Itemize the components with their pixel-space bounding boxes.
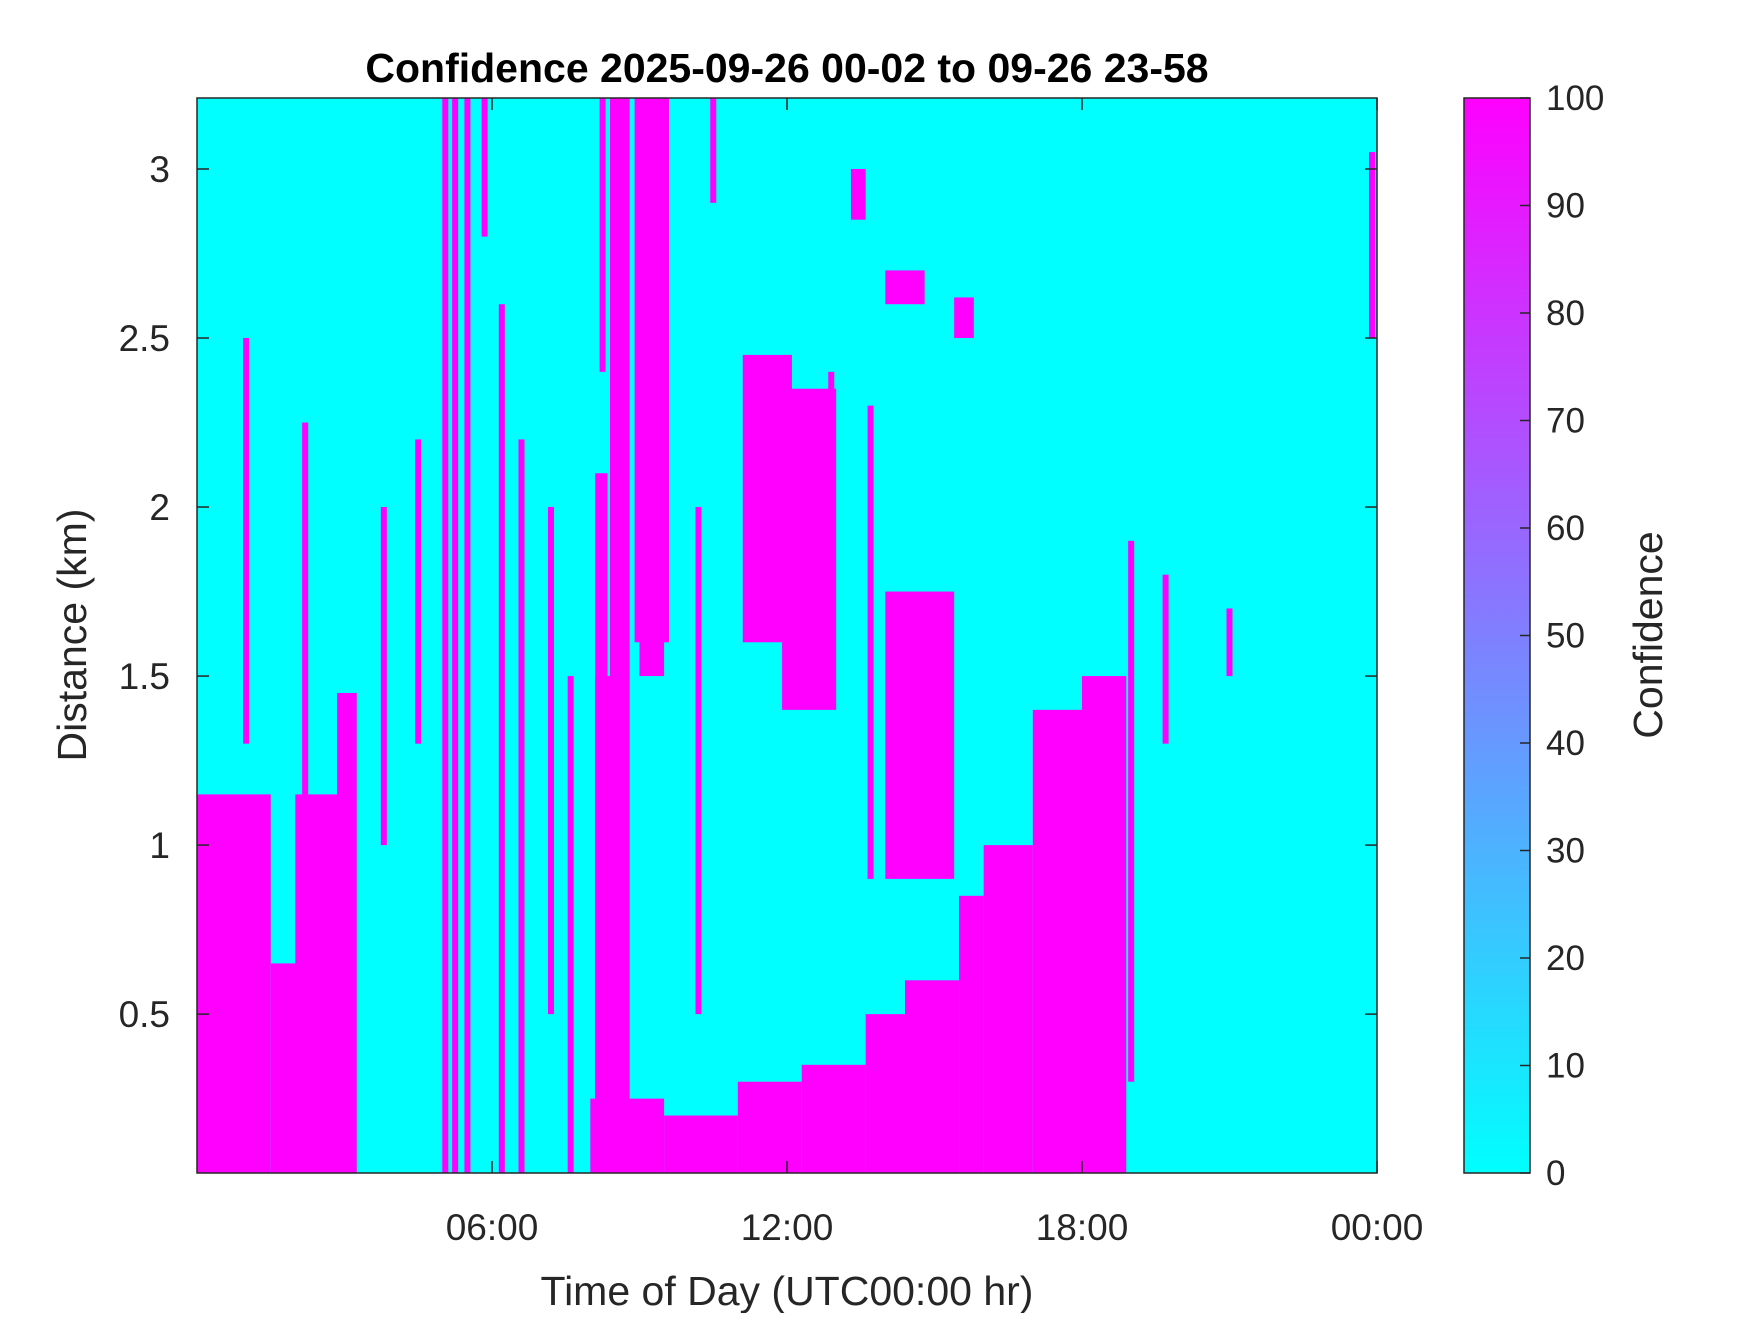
- colorbar-tick-label: 80: [1546, 294, 1585, 333]
- y-tick-label: 1: [149, 825, 170, 866]
- colorbar-tick-label: 30: [1546, 832, 1585, 871]
- colorbar: 0 10 20 30 40 50 60 70 80 90 100 Confidence: [1463, 79, 1671, 1193]
- plot-area: [196, 97, 1378, 1174]
- y-axis-label: Distance (km): [49, 509, 95, 762]
- heatmap-streak: [415, 439, 422, 744]
- heatmap-streak: [599, 98, 606, 372]
- heatmap-streak: [695, 507, 702, 1015]
- colorbar-tick-label: 10: [1546, 1047, 1585, 1086]
- y-tick-label: 1.5: [119, 656, 170, 697]
- heatmap-region: [885, 591, 955, 879]
- x-tick-label: 12:00: [741, 1207, 834, 1248]
- heatmap-streak: [567, 676, 574, 1173]
- heatmap-region: [639, 507, 665, 677]
- heatmap-streak: [302, 422, 309, 879]
- colorbar-tick-label: 50: [1546, 617, 1585, 656]
- colorbar-tick-label: 90: [1546, 187, 1585, 226]
- heatmap-streak: [481, 98, 488, 237]
- heatmap-streak: [867, 405, 874, 879]
- y-tick-label: 3: [149, 149, 170, 190]
- heatmap-region: [610, 98, 630, 1173]
- heatmap-region: [885, 270, 925, 305]
- colorbar-tick-label: 20: [1546, 939, 1585, 978]
- heatmap-region: [801, 1064, 866, 1173]
- heatmap-streak: [498, 304, 505, 1173]
- heatmap-streak: [518, 439, 525, 1173]
- heatmap-region: [197, 794, 271, 1173]
- colorbar-tick-label: 40: [1546, 724, 1585, 763]
- heatmap-streak: [1162, 574, 1169, 744]
- heatmap-region: [959, 895, 984, 1173]
- y-tick-label: 0.5: [119, 994, 170, 1035]
- heatmap-region: [1032, 709, 1082, 1173]
- heatmap-streak: [1369, 152, 1376, 339]
- heatmap-region: [737, 1081, 802, 1173]
- heatmap-region: [865, 1014, 905, 1173]
- y-tick-label: 2: [149, 487, 170, 528]
- heatmap-streak: [1226, 608, 1233, 677]
- x-axis: 06:00 12:00 18:00 00:00: [446, 98, 1424, 1248]
- colorbar-tick-label: 70: [1546, 402, 1585, 441]
- heatmap-streak: [1128, 540, 1135, 1082]
- heatmap-region: [337, 692, 357, 1173]
- x-tick-label: 06:00: [446, 1207, 539, 1248]
- heatmap-streak: [243, 338, 250, 744]
- heatmap-region: [850, 168, 866, 220]
- colorbar-tick-label: 0: [1546, 1154, 1565, 1193]
- x-axis-label: Time of Day (UTC00:00 hr): [541, 1268, 1034, 1313]
- heatmap-region: [595, 473, 608, 1173]
- heatmap-streak: [380, 507, 387, 846]
- y-axis: 0.5 1 1.5 2 2.5 3: [119, 149, 1377, 1035]
- heatmap-streak: [828, 371, 835, 677]
- heatmap-streak: [442, 98, 449, 1173]
- heatmap-region: [295, 794, 340, 1173]
- colorbar-label: Confidence: [1625, 531, 1671, 738]
- heatmap-region: [664, 1115, 738, 1173]
- x-tick-label: 00:00: [1331, 1207, 1424, 1248]
- heatmap-region: [905, 980, 960, 1173]
- heatmap-region: [1082, 676, 1127, 1173]
- colorbar-ticks: 0 10 20 30 40 50 60 70 80 90 100: [1520, 79, 1604, 1193]
- heatmap-streak: [710, 98, 717, 203]
- heatmap-region: [983, 845, 1033, 1173]
- heatmap-streak: [464, 98, 471, 1173]
- heatmap-cells: [197, 98, 1376, 1173]
- colorbar-tick-label: 100: [1546, 79, 1604, 118]
- heatmap-region: [782, 388, 837, 710]
- heatmap-streak: [548, 507, 554, 1015]
- heatmap-region: [954, 297, 974, 339]
- x-tick-label: 18:00: [1036, 1207, 1129, 1248]
- colorbar-tick-label: 60: [1546, 509, 1585, 548]
- heatmap-streak: [452, 98, 459, 1173]
- y-tick-label: 2.5: [119, 318, 170, 359]
- chart-title: Confidence 2025-09-26 00-02 to 09-26 23-…: [365, 45, 1208, 91]
